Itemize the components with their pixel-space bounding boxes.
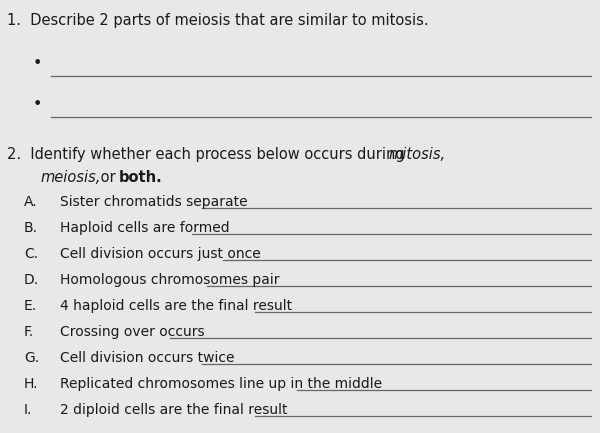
Text: meiosis,: meiosis, xyxy=(41,170,101,185)
Text: both.: both. xyxy=(119,170,163,185)
Text: I.: I. xyxy=(24,403,32,417)
Text: D.: D. xyxy=(24,273,39,287)
Text: F.: F. xyxy=(24,325,34,339)
Text: B.: B. xyxy=(24,221,38,235)
Text: or: or xyxy=(96,170,120,185)
Text: Crossing over occurs: Crossing over occurs xyxy=(60,325,205,339)
Text: mitosis,: mitosis, xyxy=(389,147,446,162)
Text: 2.  Identify whether each process below occurs during: 2. Identify whether each process below o… xyxy=(7,147,409,162)
Text: C.: C. xyxy=(24,247,38,261)
Text: A.: A. xyxy=(24,195,38,209)
Text: •: • xyxy=(33,97,43,113)
Text: Cell division occurs twice: Cell division occurs twice xyxy=(60,351,235,365)
Text: Replicated chromosomes line up in the middle: Replicated chromosomes line up in the mi… xyxy=(60,377,382,391)
Text: G.: G. xyxy=(24,351,39,365)
Text: 1.  Describe 2 parts of meiosis that are similar to mitosis.: 1. Describe 2 parts of meiosis that are … xyxy=(7,13,429,28)
Text: Sister chromatids separate: Sister chromatids separate xyxy=(60,195,248,209)
Text: 2 diploid cells are the final result: 2 diploid cells are the final result xyxy=(60,403,287,417)
Text: Haploid cells are formed: Haploid cells are formed xyxy=(60,221,230,235)
Text: •: • xyxy=(33,56,43,71)
Text: 4 haploid cells are the final result: 4 haploid cells are the final result xyxy=(60,299,292,313)
Text: H.: H. xyxy=(24,377,38,391)
Text: Homologous chromosomes pair: Homologous chromosomes pair xyxy=(60,273,280,287)
Text: Cell division occurs just once: Cell division occurs just once xyxy=(60,247,261,261)
Text: E.: E. xyxy=(24,299,37,313)
